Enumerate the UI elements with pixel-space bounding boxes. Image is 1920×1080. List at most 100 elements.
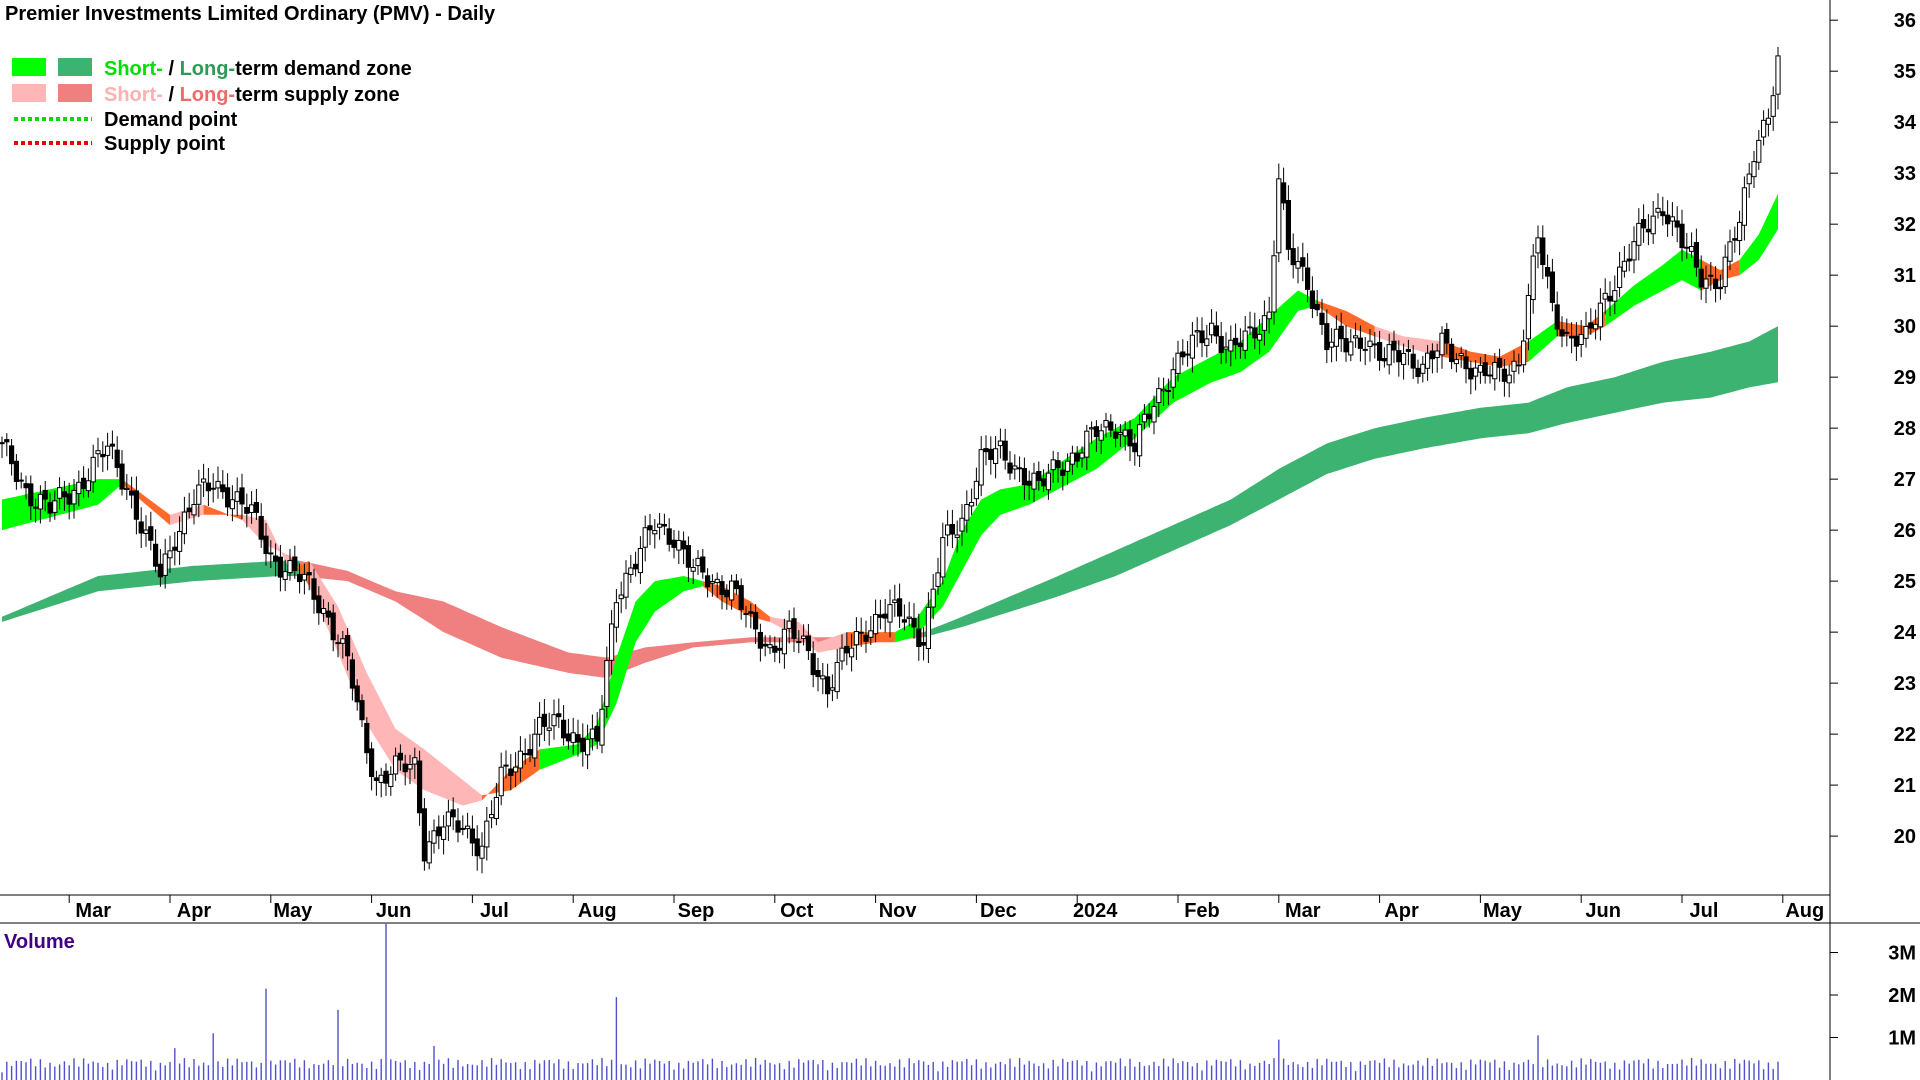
legend-short-supply-label: Short- bbox=[104, 84, 163, 106]
price-candle bbox=[1161, 377, 1167, 407]
price-candle bbox=[1117, 423, 1124, 447]
price-tick-label: 22 bbox=[1894, 724, 1916, 746]
price-candle bbox=[1717, 274, 1724, 300]
price-candle bbox=[921, 627, 927, 661]
price-candle bbox=[1021, 457, 1027, 500]
price-candle bbox=[901, 604, 907, 631]
price-candle bbox=[42, 480, 48, 512]
volume-tick-label: 1M bbox=[1888, 1028, 1916, 1050]
price-candle bbox=[138, 507, 144, 549]
legend-demand-separator: / bbox=[163, 58, 180, 80]
price-candle bbox=[1026, 470, 1032, 501]
price-candle bbox=[844, 632, 850, 666]
price-candle bbox=[1050, 450, 1056, 483]
price-candle bbox=[421, 798, 427, 871]
price-candle bbox=[95, 437, 101, 468]
price-candle bbox=[618, 581, 624, 614]
date-tick-label: May bbox=[1483, 900, 1523, 922]
price-candle bbox=[114, 436, 120, 478]
price-tick-label: 36 bbox=[1894, 10, 1916, 32]
price-candle bbox=[1554, 291, 1560, 337]
price-candle bbox=[575, 719, 581, 757]
price-candle bbox=[23, 475, 29, 500]
price-candle bbox=[340, 630, 346, 659]
long-term-zone-segment bbox=[2, 560, 300, 622]
price-candle bbox=[810, 641, 816, 688]
price-candle bbox=[532, 718, 538, 767]
price-candle bbox=[820, 662, 826, 695]
price-candle bbox=[268, 540, 274, 568]
date-tick-label: Dec bbox=[980, 900, 1017, 922]
price-candle bbox=[873, 599, 879, 643]
price-candle bbox=[1468, 360, 1474, 395]
price-candle bbox=[1055, 452, 1061, 483]
price-candle bbox=[973, 467, 979, 506]
price-candle bbox=[426, 830, 432, 870]
price-candle bbox=[1012, 454, 1018, 480]
price-candle bbox=[1108, 414, 1114, 438]
price-candle bbox=[383, 763, 389, 796]
price-candle bbox=[1516, 353, 1522, 375]
price-candle bbox=[791, 607, 797, 653]
price-candle bbox=[503, 750, 509, 779]
date-tick-label: Apr bbox=[1384, 900, 1419, 922]
price-candle bbox=[1089, 421, 1095, 444]
price-candle bbox=[196, 469, 202, 518]
price-candle bbox=[1218, 322, 1224, 365]
price-candle bbox=[1348, 328, 1354, 362]
svg-text:Short- / Long-term demand zone: Short- / Long-term demand zone bbox=[104, 58, 412, 80]
price-candle bbox=[100, 441, 106, 472]
short-term-zone bbox=[2, 193, 1778, 806]
price-candle bbox=[359, 694, 365, 728]
price-candle bbox=[997, 428, 1003, 459]
long-term-zone-segment bbox=[923, 326, 1778, 638]
price-candle bbox=[1386, 333, 1392, 375]
price-candle bbox=[705, 568, 711, 598]
price-candle bbox=[1698, 255, 1704, 300]
price-candle bbox=[829, 674, 835, 702]
volume-title: Volume bbox=[4, 931, 75, 953]
price-candle bbox=[868, 616, 874, 646]
price-candle bbox=[887, 589, 893, 638]
price-candle bbox=[1381, 347, 1388, 368]
price-candle bbox=[1722, 244, 1728, 294]
price-candle bbox=[28, 475, 34, 520]
legend-short-supply-swatch bbox=[12, 84, 46, 102]
price-candle bbox=[71, 478, 77, 519]
date-tick-label: Feb bbox=[1184, 900, 1220, 922]
price-candle bbox=[1079, 446, 1085, 468]
price-tick-label: 32 bbox=[1894, 214, 1916, 236]
legend-supply-separator: / bbox=[163, 84, 180, 106]
price-candle bbox=[753, 604, 759, 645]
price-candle bbox=[930, 574, 936, 620]
price-candle bbox=[561, 705, 567, 746]
price-candle bbox=[61, 480, 67, 511]
date-tick-label: Sep bbox=[678, 900, 715, 922]
price-candle bbox=[33, 498, 39, 523]
price-candle bbox=[877, 599, 883, 630]
price-candle bbox=[825, 663, 831, 708]
price-candle bbox=[225, 473, 231, 517]
price-candle bbox=[13, 454, 19, 490]
price-candle bbox=[37, 485, 43, 524]
price-candle bbox=[839, 634, 845, 670]
legend-demand-zone: Short- / Long-term demand zone bbox=[12, 58, 412, 80]
price-candle bbox=[1588, 308, 1594, 335]
price-candle bbox=[1165, 378, 1172, 406]
price-candle bbox=[700, 548, 706, 579]
price-candle bbox=[1487, 365, 1493, 384]
price-candle bbox=[18, 472, 24, 489]
chart-title: Premier Investments Limited Ordinary (PM… bbox=[5, 3, 496, 25]
price-candle bbox=[599, 695, 605, 754]
price-candle bbox=[1180, 339, 1186, 366]
price-candle bbox=[81, 466, 87, 498]
price-candle bbox=[239, 473, 245, 520]
price-candle bbox=[306, 562, 312, 591]
price-candle bbox=[585, 724, 591, 770]
price-candle bbox=[1069, 445, 1076, 475]
price-candle bbox=[949, 509, 955, 549]
volume-tick-label: 2M bbox=[1888, 985, 1916, 1007]
price-candle bbox=[1626, 243, 1632, 272]
price-candle bbox=[815, 657, 821, 692]
price-candle bbox=[1401, 343, 1407, 380]
